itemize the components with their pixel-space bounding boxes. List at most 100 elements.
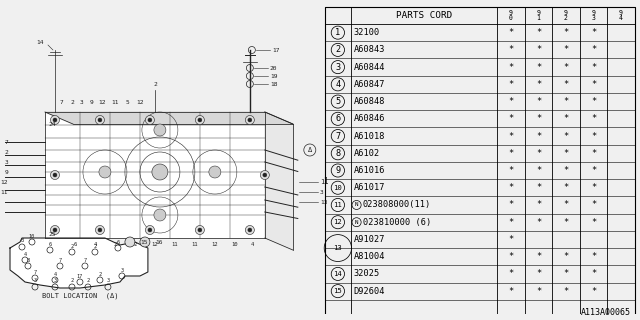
Text: *: *	[536, 97, 541, 106]
Text: 32100: 32100	[353, 28, 380, 37]
Text: 12: 12	[1, 180, 8, 185]
Circle shape	[248, 118, 252, 122]
Text: *: *	[591, 28, 596, 37]
Text: *: *	[536, 183, 541, 192]
Text: 11: 11	[111, 100, 118, 105]
Text: 4: 4	[335, 80, 340, 89]
Text: A60848: A60848	[353, 97, 385, 106]
Text: N: N	[355, 203, 358, 207]
Text: *: *	[536, 166, 541, 175]
Text: *: *	[591, 80, 596, 89]
Text: 9
4: 9 4	[619, 10, 623, 21]
Text: 2: 2	[70, 278, 74, 284]
Circle shape	[51, 226, 60, 235]
Text: 2: 2	[93, 244, 97, 249]
Polygon shape	[45, 112, 293, 124]
Text: *: *	[563, 28, 568, 37]
Circle shape	[95, 116, 104, 124]
Text: 7: 7	[4, 140, 8, 145]
Text: *: *	[508, 80, 513, 89]
Text: *: *	[536, 45, 541, 54]
Text: 12: 12	[212, 242, 218, 246]
Text: 11: 11	[333, 202, 342, 208]
Text: *: *	[591, 97, 596, 106]
Text: 15: 15	[140, 239, 147, 244]
Text: A81004: A81004	[353, 252, 385, 261]
Circle shape	[98, 118, 102, 122]
Text: A91027: A91027	[353, 235, 385, 244]
Text: *: *	[536, 252, 541, 261]
Circle shape	[260, 171, 269, 180]
Text: 17: 17	[272, 47, 279, 52]
Text: *: *	[508, 287, 513, 296]
Text: 32025: 32025	[353, 269, 380, 278]
Text: 3: 3	[335, 63, 340, 72]
Text: *: *	[508, 28, 513, 37]
Text: 2: 2	[99, 271, 102, 276]
Circle shape	[51, 116, 60, 124]
Text: *: *	[591, 252, 596, 261]
Text: *: *	[591, 149, 596, 158]
Text: *: *	[563, 269, 568, 278]
Text: PARTS CORD: PARTS CORD	[396, 11, 452, 20]
Text: *: *	[563, 166, 568, 175]
Text: *: *	[563, 63, 568, 72]
Text: 10: 10	[29, 234, 35, 238]
Text: A60846: A60846	[353, 114, 385, 123]
Circle shape	[53, 173, 57, 177]
Text: A61018: A61018	[353, 132, 385, 140]
Text: 4: 4	[93, 242, 97, 246]
Text: *: *	[536, 218, 541, 227]
Text: 6: 6	[49, 242, 52, 246]
Circle shape	[148, 228, 152, 232]
Text: 4: 4	[24, 252, 26, 257]
Text: 3: 3	[53, 278, 56, 284]
Text: 9
2: 9 2	[564, 10, 568, 21]
Text: 10: 10	[333, 185, 342, 191]
Text: 7: 7	[33, 269, 36, 275]
Text: A6102: A6102	[353, 149, 380, 158]
Text: 20: 20	[270, 66, 277, 70]
Text: *: *	[508, 97, 513, 106]
Text: *: *	[536, 200, 541, 210]
Text: 11: 11	[1, 189, 8, 195]
Text: 9: 9	[335, 166, 340, 175]
Text: 25: 25	[48, 233, 56, 237]
Circle shape	[95, 226, 104, 235]
Text: *: *	[536, 63, 541, 72]
Text: *: *	[591, 200, 596, 210]
Circle shape	[98, 228, 102, 232]
Text: 13: 13	[320, 199, 327, 204]
Text: 15: 15	[333, 288, 342, 294]
Text: 10: 10	[232, 242, 238, 246]
Text: A60843: A60843	[353, 45, 385, 54]
Text: *: *	[591, 132, 596, 140]
Text: 2: 2	[70, 244, 74, 249]
Text: *: *	[508, 183, 513, 192]
Text: 8: 8	[20, 238, 24, 244]
Text: A60844: A60844	[353, 63, 385, 72]
Circle shape	[198, 118, 202, 122]
Text: 13: 13	[333, 245, 342, 251]
Circle shape	[53, 118, 57, 122]
Text: 12: 12	[152, 242, 158, 246]
Text: *: *	[591, 183, 596, 192]
Text: 18: 18	[270, 82, 277, 86]
Circle shape	[154, 124, 166, 136]
Text: *: *	[591, 166, 596, 175]
Text: *: *	[508, 149, 513, 158]
Text: 9
0: 9 0	[509, 10, 513, 21]
Circle shape	[99, 166, 111, 178]
Circle shape	[140, 237, 150, 247]
Text: *: *	[563, 218, 568, 227]
Text: 1: 1	[323, 178, 328, 187]
Text: 11: 11	[191, 242, 198, 246]
Text: 14: 14	[333, 271, 342, 277]
Text: *: *	[508, 166, 513, 175]
Text: 2: 2	[4, 149, 8, 155]
Text: 9
1: 9 1	[536, 10, 540, 21]
Text: Δ: Δ	[308, 147, 312, 153]
Text: 3: 3	[106, 278, 109, 284]
Text: *: *	[563, 132, 568, 140]
Circle shape	[245, 116, 254, 124]
